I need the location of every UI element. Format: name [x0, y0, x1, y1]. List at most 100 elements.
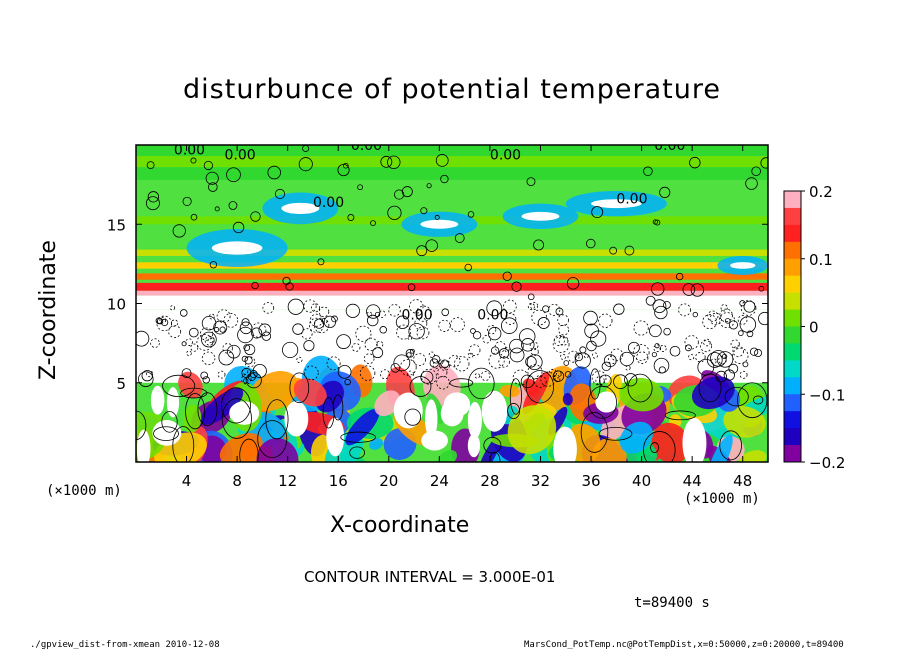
- contour-line: [760, 157, 768, 169]
- contour-line: [228, 201, 238, 210]
- contour-line: [223, 313, 239, 328]
- contour-line: [395, 315, 410, 329]
- field-blob: [651, 422, 690, 462]
- contour-line: [467, 211, 475, 218]
- contour-line: [363, 353, 375, 364]
- contour-label: 0.00: [313, 195, 344, 211]
- contour-line: [161, 411, 178, 433]
- colorbar-swatch: [784, 326, 801, 344]
- contour-line: [689, 156, 701, 169]
- field-core: [595, 391, 618, 413]
- contour-line: [313, 317, 330, 334]
- contour-line: [428, 351, 436, 358]
- contour-line: [214, 327, 220, 333]
- colorbar-swatch: [784, 191, 801, 209]
- contour-line: [542, 305, 550, 313]
- colorbar-swatch: [784, 428, 801, 446]
- contour-line: [613, 303, 625, 315]
- contour-line: [141, 370, 153, 382]
- contour-line: [169, 305, 176, 311]
- contour-label: 0.00: [401, 307, 432, 323]
- y-tick-label: 15: [107, 216, 126, 234]
- contour-line: [553, 370, 562, 379]
- contour-line: [558, 324, 570, 336]
- contour-line: [707, 310, 719, 322]
- contour-line: [379, 326, 387, 334]
- contour-line: [567, 350, 580, 363]
- contour-line: [366, 311, 373, 318]
- colorbar-swatch: [784, 224, 801, 243]
- contour-line: [285, 282, 294, 291]
- contour-line: [682, 283, 696, 296]
- field-patch-core: [211, 241, 263, 255]
- contour-line: [498, 356, 510, 368]
- contour-line: [742, 361, 749, 368]
- colorbar-swatch: [784, 445, 801, 463]
- contour-line: [624, 373, 638, 387]
- contour-line: [716, 351, 734, 368]
- contour-line: [251, 322, 267, 338]
- field-patch-core: [521, 211, 560, 221]
- contour-line: [146, 161, 155, 170]
- y-tick-label: 10: [107, 296, 126, 314]
- contour-line: [301, 328, 313, 340]
- contour-line: [425, 239, 438, 252]
- contour-line: [344, 378, 351, 386]
- field-patch-core: [420, 219, 459, 229]
- contour-line: [378, 310, 386, 318]
- contour-line: [413, 353, 426, 367]
- contour-line: [710, 350, 727, 367]
- contour-line: [507, 403, 521, 420]
- contour-line: [643, 166, 653, 177]
- contour-line: [440, 174, 449, 184]
- contour-line: [237, 326, 254, 344]
- contour-line: [349, 446, 365, 459]
- contour-line: [531, 309, 548, 326]
- time-label: t=89400 s: [634, 595, 710, 611]
- contour-line: [429, 358, 439, 368]
- x-tick-label: 36: [581, 472, 600, 490]
- contour-line: [719, 430, 742, 461]
- contour-line: [715, 370, 727, 383]
- contour-line: [503, 299, 517, 314]
- contour-interval: CONTOUR INTERVAL = 3.000E-01: [304, 568, 556, 586]
- contour-line: [619, 351, 635, 367]
- contour-line: [710, 358, 717, 365]
- contour-line: [239, 438, 259, 462]
- x-axis: 4 8 12 16 20 24 28 32 36 40 44 48: [182, 145, 752, 490]
- contour-line: [470, 328, 476, 334]
- contour-line: [138, 371, 154, 387]
- contour-line: [740, 300, 757, 316]
- contour-line: [589, 368, 601, 400]
- contour-line: [530, 301, 539, 310]
- contour-line: [250, 211, 261, 222]
- contour-line: [213, 320, 228, 335]
- contour-line: [342, 162, 349, 169]
- contour-line: [607, 355, 617, 365]
- contour-line: [601, 361, 612, 372]
- contour-line: [649, 324, 662, 338]
- contour-line: [408, 323, 425, 340]
- field-blob: [499, 384, 520, 398]
- field-blob: [200, 388, 244, 425]
- contour-line: [651, 282, 665, 296]
- field-blob: [478, 435, 502, 462]
- x-unit-left: (×1000 m): [46, 483, 122, 499]
- contour-line: [439, 360, 450, 371]
- contour-line: [486, 300, 503, 317]
- contour-line: [244, 356, 253, 365]
- contour-line: [467, 352, 474, 359]
- contour-line: [179, 309, 188, 317]
- contour-line: [437, 367, 448, 378]
- colorbar-swatch: [784, 207, 801, 226]
- contour-line: [553, 335, 565, 347]
- y-axis-label: Z-coordinate: [36, 240, 61, 380]
- contour-line: [653, 344, 662, 353]
- contour-line: [527, 293, 535, 301]
- field-band: [136, 167, 768, 180]
- x-tick-label: 16: [329, 472, 348, 490]
- contour-line: [366, 314, 379, 327]
- contour-line: [337, 163, 350, 177]
- contour-line: [145, 196, 160, 211]
